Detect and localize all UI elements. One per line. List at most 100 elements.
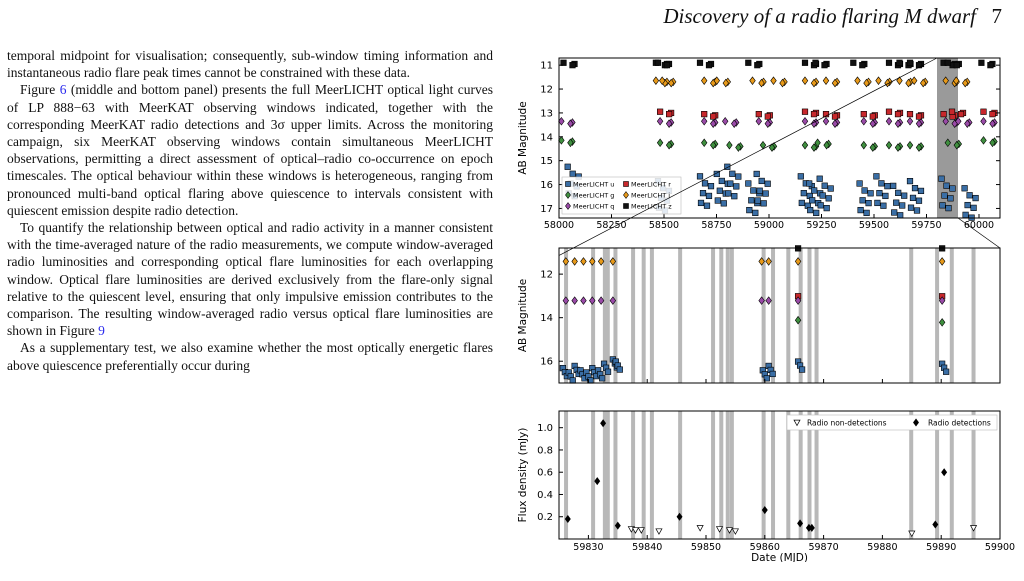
top-point-u [893, 199, 900, 206]
top-xtick-label: 60000 [964, 220, 994, 231]
bottom-radio-window [949, 411, 954, 539]
top-point-q [710, 119, 717, 128]
middle-radio-window [935, 248, 940, 383]
bottom-radio-window [729, 411, 734, 539]
bottom-radio-window [591, 411, 596, 539]
bottom-radio-window [725, 411, 730, 539]
top-point-r [957, 111, 965, 118]
top-point-u [807, 206, 814, 214]
top-point-u [809, 197, 816, 204]
top-point-q [915, 119, 923, 128]
top-point-u [731, 193, 738, 200]
radio-non-detection-point [969, 525, 978, 532]
top-point-g [656, 138, 664, 148]
figure-9-link[interactable]: 9 [98, 323, 105, 339]
top-point-z [812, 59, 819, 66]
top-point-g [906, 140, 914, 150]
radio-non-detection-point [715, 526, 724, 533]
top-point-u [813, 209, 820, 216]
legend-non-detection-marker [793, 419, 801, 427]
middle-point-i [609, 257, 617, 266]
top-legend-label: MeerLICHT z [631, 203, 672, 211]
top-point-u [861, 187, 868, 194]
middle-radio-window [729, 248, 734, 383]
top-xtick-label: 58250 [596, 220, 626, 231]
top-legend-marker [623, 191, 629, 199]
top-point-r [940, 111, 947, 118]
top-point-z [654, 59, 662, 66]
top-point-r [755, 111, 762, 118]
top-point-u [911, 185, 919, 192]
radio-detection-point [761, 506, 768, 515]
top-legend-label: MeerLICHT q [573, 203, 614, 211]
top-point-i [713, 76, 720, 85]
top-ytick-label: 15 [540, 156, 553, 167]
radio-non-detection-point [655, 528, 663, 535]
top-ytick-label: 17 [540, 204, 553, 215]
top-point-u [949, 185, 956, 192]
legend-detection-marker [913, 418, 919, 427]
top-point-i [831, 78, 839, 88]
middle-radio-window [649, 248, 654, 383]
radio-non-detection-point [631, 527, 640, 534]
middle-point-q [562, 296, 569, 305]
top-point-u [725, 190, 732, 197]
middle-point-u [798, 366, 806, 373]
bottom-radio-window [807, 411, 812, 539]
middle-point-q [597, 296, 605, 305]
top-point-q [656, 116, 664, 126]
top-point-u [816, 175, 823, 182]
middle-radio-window [641, 248, 646, 383]
middle-ytick-label: 12 [540, 270, 553, 281]
top-point-u [857, 206, 864, 214]
top-point-q [731, 119, 738, 128]
top-point-g [860, 140, 867, 150]
running-title: Discovery of a radio flaring M dwarf [663, 4, 976, 28]
bottom-radio-window [649, 411, 654, 539]
top-point-g [665, 140, 673, 150]
top-ytick-label: 12 [540, 85, 553, 96]
top-point-q [980, 116, 987, 126]
top-point-u [760, 200, 767, 207]
middle-point-q [765, 296, 772, 305]
middle-radio-window [631, 248, 636, 383]
top-point-u [806, 180, 813, 187]
top-legend-label: MeerLICHT u [573, 181, 614, 189]
bottom-xtick-label: 59870 [808, 542, 838, 553]
top-point-u [961, 185, 968, 192]
middle-radio-window [786, 248, 791, 383]
top-point-r [666, 111, 673, 118]
radio-detection-point [564, 514, 571, 523]
top-point-i [911, 76, 918, 85]
middle-point-u [569, 377, 576, 384]
middle-radio-window [761, 248, 766, 383]
top-point-z [696, 59, 704, 66]
middle-point-i [938, 257, 946, 266]
top-point-u [972, 194, 979, 202]
middle-point-q [571, 296, 578, 305]
top-point-i [953, 76, 960, 85]
middle-radio-window [591, 248, 596, 383]
top-point-u [752, 209, 759, 216]
top-point-q [860, 116, 867, 126]
top-point-u [880, 202, 887, 209]
top-point-u [964, 201, 971, 209]
middle-point-i [597, 257, 605, 266]
radio-detection-point [941, 468, 948, 477]
page-header: Discovery of a radio flaring M dwarf 7 [0, 4, 1014, 28]
top-point-i [701, 76, 708, 85]
top-point-u [884, 183, 891, 190]
top-point-i [875, 76, 882, 85]
top-point-u [895, 189, 902, 196]
top-point-z [885, 59, 893, 66]
top-point-q [831, 119, 839, 128]
bottom-xtick-label: 59840 [632, 542, 662, 553]
top-point-u [856, 180, 863, 187]
top-panel-frame [558, 57, 1001, 219]
top-point-u [569, 170, 576, 177]
middle-radio-window [814, 248, 819, 383]
top-point-q [906, 116, 914, 126]
top-point-r [710, 113, 717, 120]
figure-6-link[interactable]: 6 [59, 82, 67, 98]
top-point-u [863, 209, 870, 216]
